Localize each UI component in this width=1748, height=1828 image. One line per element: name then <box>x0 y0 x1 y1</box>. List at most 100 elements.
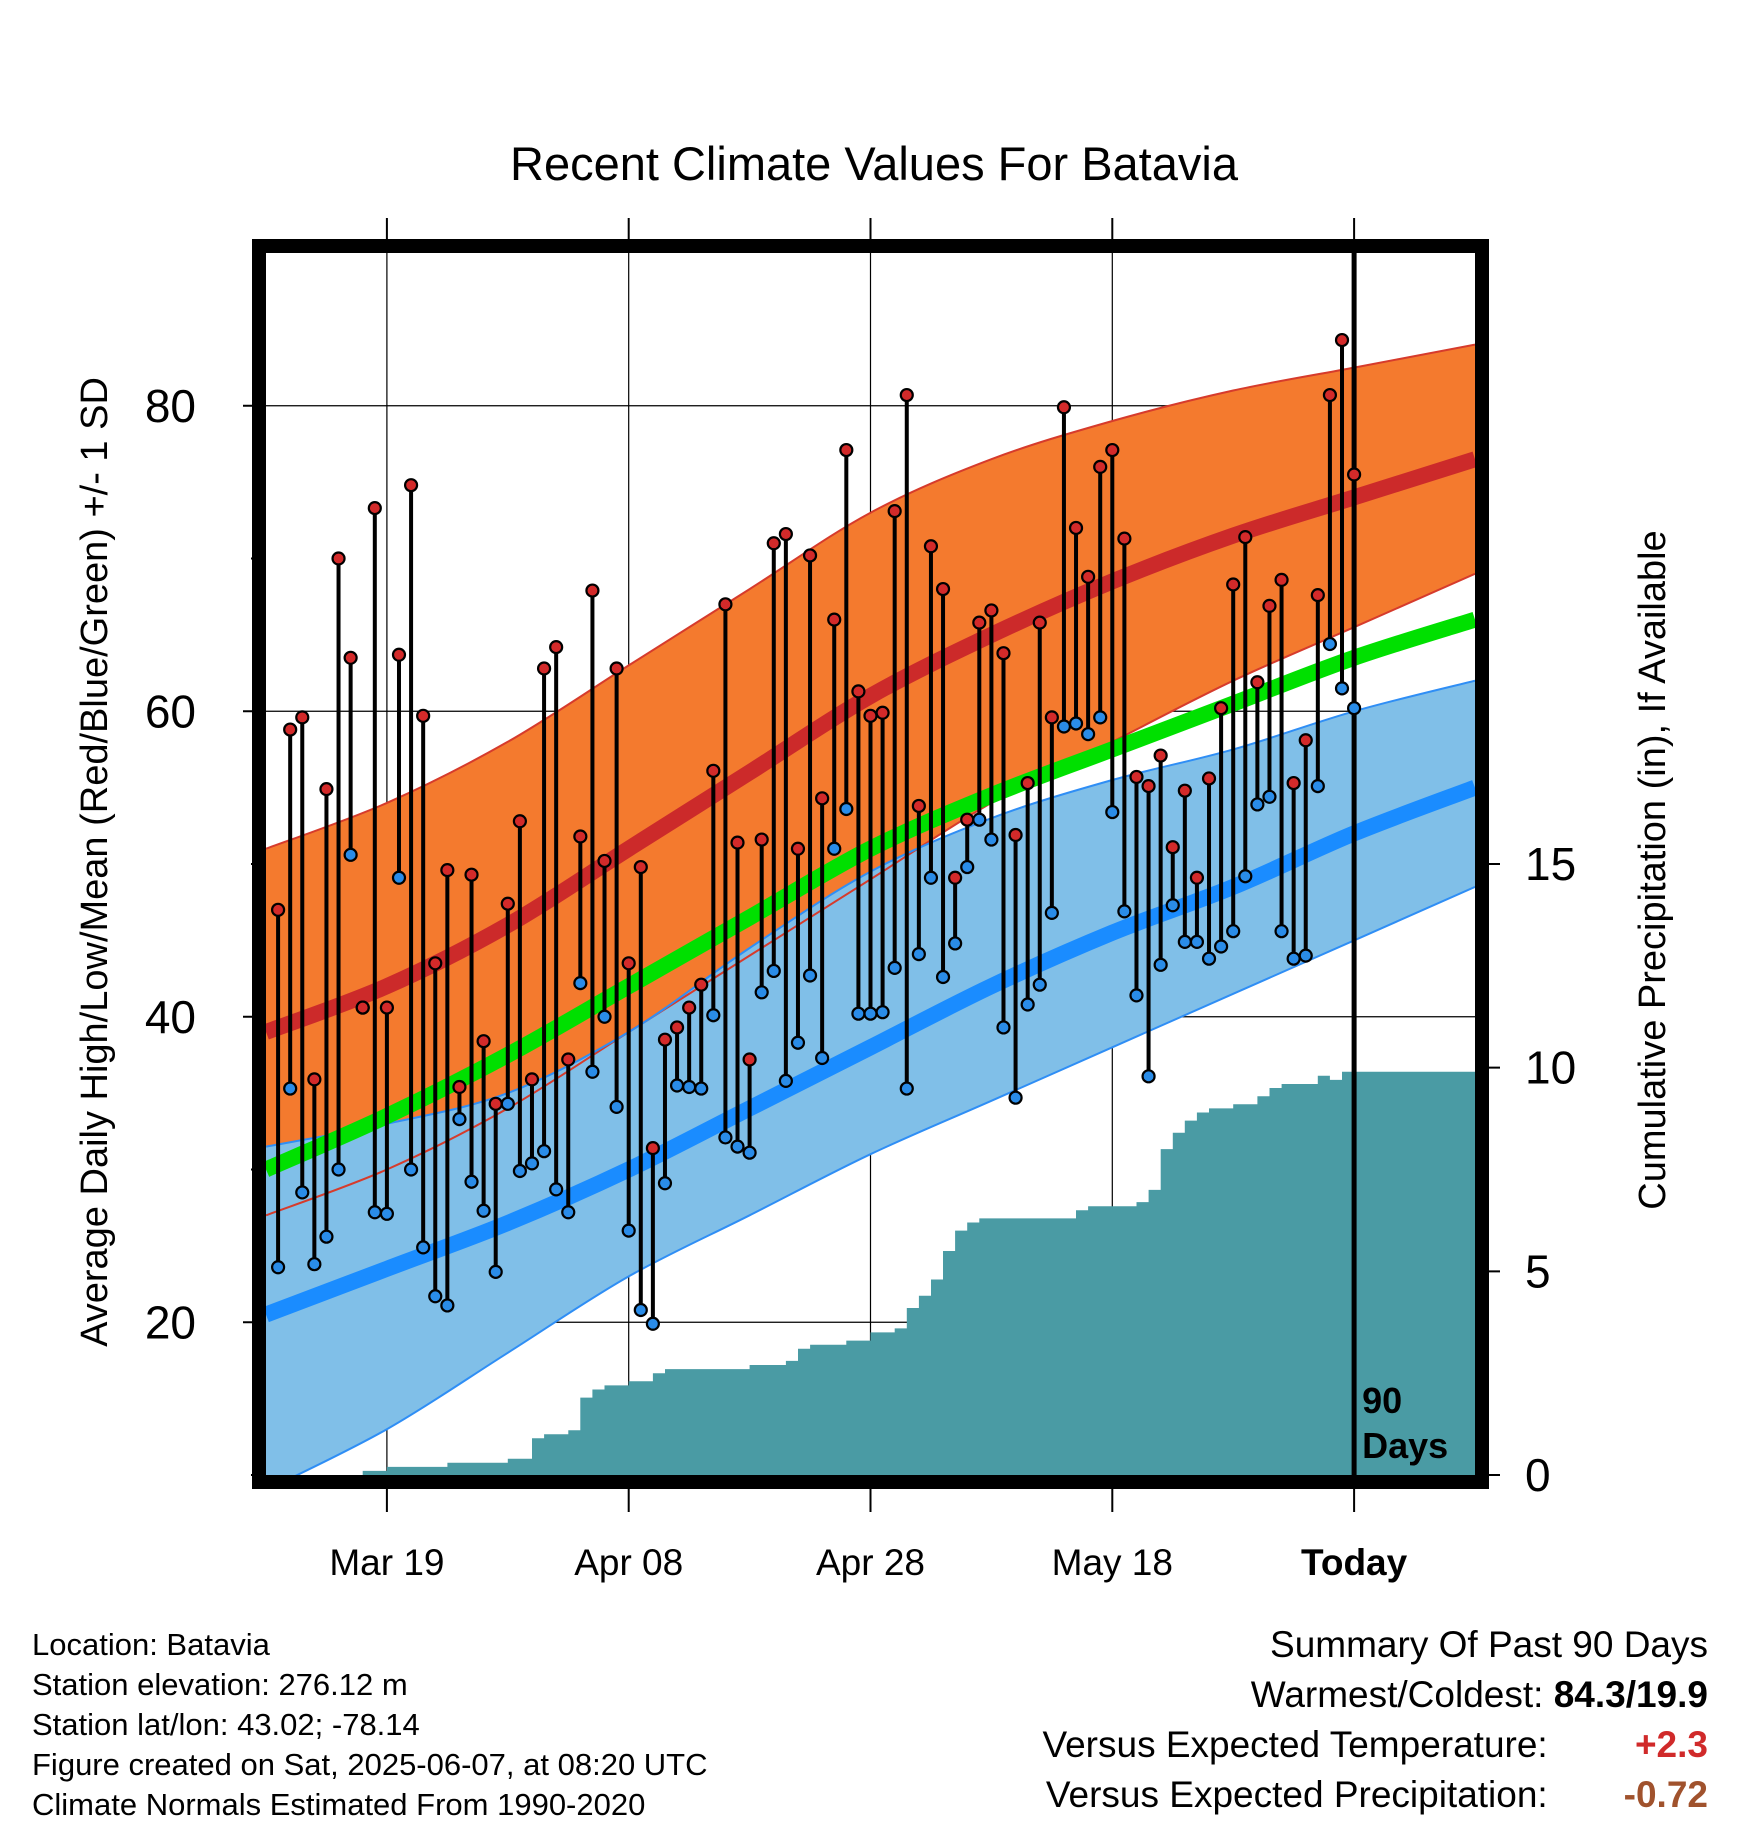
warmest-coldest-label: Warmest/Coldest: <box>1250 1674 1544 1715</box>
daily-low-point <box>851 1006 866 1021</box>
daily-low-point <box>996 1020 1011 1035</box>
daily-high-point <box>1214 701 1229 716</box>
daily-low-point <box>948 936 963 951</box>
daily-low-point <box>573 976 588 991</box>
daily-low-point <box>343 847 358 862</box>
daily-low-point <box>379 1206 394 1221</box>
daily-low-point <box>766 963 781 979</box>
daily-high-point <box>1117 531 1132 546</box>
daily-low-point <box>464 1174 479 1189</box>
daily-low-point <box>1117 904 1132 919</box>
daily-high-point <box>1008 827 1023 843</box>
daily-low-point <box>682 1079 697 1095</box>
daily-high-point <box>984 603 999 618</box>
precip-anomaly-label: Versus Expected Precipitation: <box>1045 1774 1548 1815</box>
daily-low-point <box>549 1182 564 1197</box>
daily-high-point <box>1274 572 1289 587</box>
daily-low-point <box>1020 997 1035 1012</box>
daily-high-point <box>827 612 842 627</box>
daily-high-point <box>1189 870 1205 885</box>
daily-low-point <box>790 1035 806 1050</box>
daily-high-point <box>923 539 939 554</box>
daily-low-point <box>391 870 407 885</box>
daily-high-point <box>1334 332 1350 348</box>
daily-low-point <box>597 1009 612 1024</box>
daily-high-point <box>742 1052 757 1067</box>
elevation-text: Station elevation: 276.12 m <box>32 1667 408 1702</box>
daily-low-point <box>754 985 769 1000</box>
today-days-word: Days <box>1362 1425 1448 1466</box>
daily-high-point <box>863 708 878 723</box>
latlon-text: Station lat/lon: 43.02; -78.14 <box>32 1707 420 1742</box>
left-tick-label: 40 <box>145 991 196 1043</box>
temp-anomaly-row: Versus Expected Temperature: +2.3 <box>1042 1720 1708 1770</box>
right-tick-label: 10 <box>1525 1042 1576 1094</box>
daily-low-point <box>1093 710 1108 725</box>
daily-low-point <box>295 1185 310 1200</box>
created-text: Figure created on Sat, 2025-06-07, at 08… <box>32 1747 708 1782</box>
daily-high-point <box>911 798 926 814</box>
daily-high-point <box>343 650 358 665</box>
daily-low-point <box>633 1302 648 1318</box>
daily-low-point <box>935 969 951 985</box>
cumulative-precip-area <box>266 1071 1475 1475</box>
daily-low-point <box>1286 951 1301 966</box>
daily-high-point <box>682 1000 697 1015</box>
daily-low-point <box>1201 951 1217 966</box>
daily-high-point <box>416 708 431 723</box>
daily-high-point <box>657 1032 673 1047</box>
daily-high-point <box>718 597 733 612</box>
daily-low-point <box>802 968 818 983</box>
daily-low-point <box>416 1240 431 1255</box>
daily-high-point <box>1093 459 1108 474</box>
daily-low-point <box>1177 934 1192 950</box>
daily-low-point <box>706 1008 721 1023</box>
daily-high-point <box>1081 569 1096 584</box>
daily-high-point <box>1310 588 1325 603</box>
daily-low-point <box>1056 719 1072 734</box>
daily-low-point <box>585 1064 600 1079</box>
daily-low-point <box>1105 804 1120 820</box>
daily-high-point <box>464 867 479 882</box>
daily-high-point <box>367 500 382 516</box>
daily-high-point <box>1201 771 1217 786</box>
daily-high-point <box>573 829 588 844</box>
daily-high-point <box>452 1079 467 1095</box>
daily-high-point <box>536 661 552 676</box>
daily-high-point <box>887 504 902 519</box>
daily-high-point <box>440 863 455 878</box>
daily-high-point <box>669 1020 685 1035</box>
daily-high-point <box>355 1000 370 1015</box>
daily-low-point <box>923 870 939 885</box>
daily-low-point <box>972 812 987 827</box>
daily-low-point <box>1153 957 1168 972</box>
daily-high-point <box>972 615 987 630</box>
daily-low-point <box>960 859 975 875</box>
daily-high-point <box>1226 577 1241 592</box>
daily-low-point <box>1141 1069 1156 1084</box>
left-tick-label: 60 <box>145 685 196 737</box>
location-text: Location: Batavia <box>32 1627 270 1662</box>
normals-text: Climate Normals Estimated From 1990-2020 <box>32 1787 646 1822</box>
daily-high-point <box>295 710 310 725</box>
warmest-coldest-row: Warmest/Coldest: 84.3/19.9 <box>1042 1670 1708 1720</box>
daily-high-point <box>476 1034 491 1049</box>
daily-low-point <box>1298 948 1313 963</box>
daily-low-point <box>778 1073 793 1089</box>
daily-high-point <box>1322 387 1338 403</box>
daily-low-point <box>1165 898 1180 913</box>
right-tick-label: 0 <box>1525 1449 1551 1501</box>
left-tick-label: 20 <box>145 1296 196 1348</box>
daily-low-point <box>863 1006 878 1021</box>
daily-high-point <box>500 896 515 911</box>
daily-low-point <box>476 1203 491 1218</box>
daily-high-point <box>899 387 914 403</box>
daily-low-point <box>1032 977 1047 992</box>
daily-low-point <box>1262 789 1277 804</box>
daily-low-point <box>815 1050 830 1066</box>
daily-high-point <box>948 870 963 885</box>
daily-high-point <box>1141 778 1156 794</box>
daily-low-point <box>718 1130 733 1145</box>
daily-high-point <box>694 977 709 992</box>
